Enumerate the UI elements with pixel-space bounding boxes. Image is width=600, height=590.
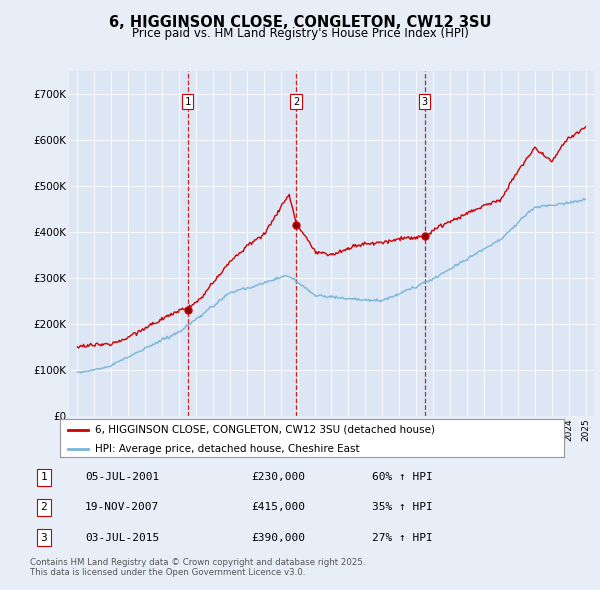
Text: £415,000: £415,000 xyxy=(251,503,305,512)
Text: 2: 2 xyxy=(40,503,47,512)
Text: 6, HIGGINSON CLOSE, CONGLETON, CW12 3SU (detached house): 6, HIGGINSON CLOSE, CONGLETON, CW12 3SU … xyxy=(95,425,435,435)
Text: 1: 1 xyxy=(40,472,47,482)
Text: 2: 2 xyxy=(293,97,299,107)
Text: 05-JUL-2001: 05-JUL-2001 xyxy=(85,472,160,482)
Text: 3: 3 xyxy=(40,533,47,543)
Text: Contains HM Land Registry data © Crown copyright and database right 2025.
This d: Contains HM Land Registry data © Crown c… xyxy=(30,558,365,577)
Text: 6, HIGGINSON CLOSE, CONGLETON, CW12 3SU: 6, HIGGINSON CLOSE, CONGLETON, CW12 3SU xyxy=(109,15,491,30)
Text: Price paid vs. HM Land Registry's House Price Index (HPI): Price paid vs. HM Land Registry's House … xyxy=(131,27,469,40)
Text: 19-NOV-2007: 19-NOV-2007 xyxy=(85,503,160,512)
Text: £230,000: £230,000 xyxy=(251,472,305,482)
Text: 1: 1 xyxy=(184,97,191,107)
Text: 3: 3 xyxy=(422,97,428,107)
Text: 35% ↑ HPI: 35% ↑ HPI xyxy=(372,503,433,512)
Text: 27% ↑ HPI: 27% ↑ HPI xyxy=(372,533,433,543)
Text: 60% ↑ HPI: 60% ↑ HPI xyxy=(372,472,433,482)
Text: £390,000: £390,000 xyxy=(251,533,305,543)
Text: HPI: Average price, detached house, Cheshire East: HPI: Average price, detached house, Ches… xyxy=(95,444,360,454)
Text: 03-JUL-2015: 03-JUL-2015 xyxy=(85,533,160,543)
